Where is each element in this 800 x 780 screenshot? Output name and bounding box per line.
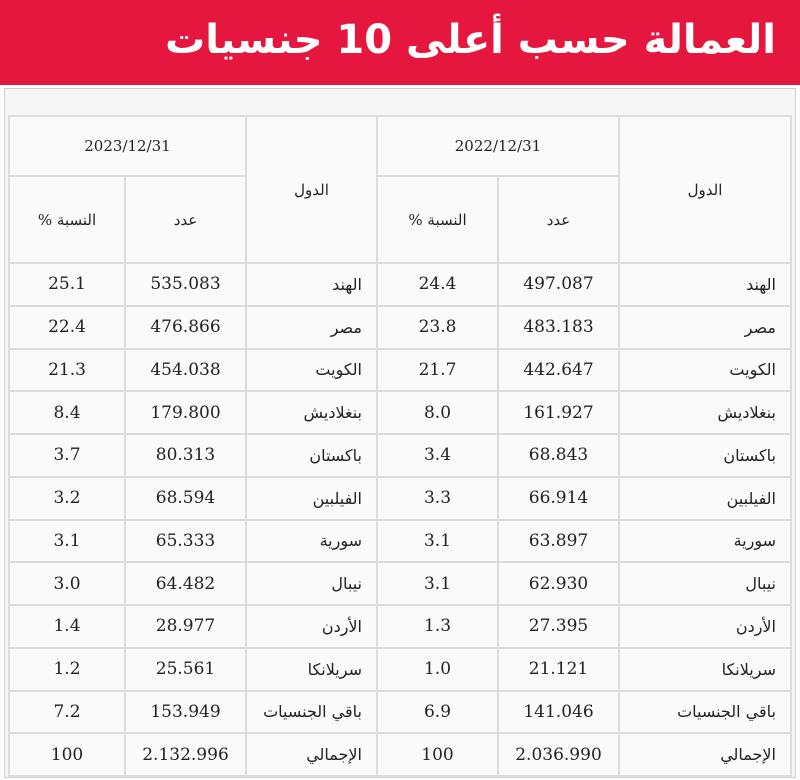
data-row: الهند 497.087 24.4 الهند 535.083 25.1 (8, 262, 792, 307)
data-row: الأردن 27.395 1.3 الأردن 28.977 1.4 (8, 604, 792, 649)
count-cell: 153.949 (124, 689, 247, 735)
count-cell: 476.866 (124, 304, 247, 350)
percent-cell: 3.3 (376, 475, 499, 521)
data-row: نيبال 62.930 3.1 نيبال 64.482 3.0 (8, 561, 792, 606)
data-row: مصر 483.183 23.8 مصر 476.866 22.4 (8, 304, 792, 350)
country-cell: سورية (618, 518, 792, 564)
percent-cell: 3.1 (8, 518, 126, 564)
count-cell: 454.038 (124, 347, 247, 393)
count-cell: 442.647 (497, 347, 620, 393)
percent-cell: 1.4 (8, 604, 126, 649)
count-cell: 27.395 (497, 604, 620, 649)
country-header: الدول (245, 115, 378, 264)
percent-cell: 7.2 (8, 689, 126, 735)
count-cell: 62.930 (497, 561, 620, 606)
percent-cell: 1.3 (376, 604, 499, 649)
country-cell: بنغلاديش (618, 390, 792, 435)
count-cell: 63.897 (497, 518, 620, 564)
percent-cell: 3.4 (376, 433, 499, 478)
count-cell: 68.843 (497, 433, 620, 478)
percent-cell: 100 (376, 732, 499, 777)
country-cell: الكويت (618, 347, 792, 393)
count-cell: 161.927 (497, 390, 620, 435)
country-cell: سريلانكا (618, 646, 792, 692)
count-header: عدد (497, 175, 620, 264)
count-cell: 65.333 (124, 518, 247, 564)
count-cell: 28.977 (124, 604, 247, 649)
percent-cell: 21.3 (8, 347, 126, 393)
count-cell: 497.087 (497, 262, 620, 307)
data-row: باكستان 68.843 3.4 باكستان 80.313 3.7 (8, 433, 792, 478)
data-row: سورية 63.897 3.1 سورية 65.333 3.1 (8, 518, 792, 564)
percent-cell: 24.4 (376, 262, 499, 307)
percent-cell: 8.0 (376, 390, 499, 435)
count-cell: 2.132.996 (124, 732, 247, 777)
percent-cell: 3.0 (8, 561, 126, 606)
percent-cell: 3.1 (376, 518, 499, 564)
percent-cell: 3.7 (8, 433, 126, 478)
data-row: الكويت 442.647 21.7 الكويت 454.038 21.3 (8, 347, 792, 393)
percent-cell: 22.4 (8, 304, 126, 350)
title: العمالة حسب أعلى 10 جنسيات (165, 17, 776, 63)
country-cell: الفيلبين (245, 475, 378, 521)
count-cell: 535.083 (124, 262, 247, 307)
percent-cell: 23.8 (376, 304, 499, 350)
data-row: بنغلاديش 161.927 8.0 بنغلاديش 179.800 8.4 (8, 390, 792, 435)
header-row: عدد النسبة % عدد النسبة % (8, 175, 791, 264)
percent-cell: 3.2 (8, 475, 126, 521)
percent-header: النسبة % (376, 175, 499, 264)
country-cell: الكويت (245, 347, 378, 393)
table: الدول 2022/12/31 الدول 2023/12/31 عدد النسبة … (8, 115, 792, 777)
country-cell: بنغلاديش (245, 390, 378, 435)
percent-cell: 100 (8, 732, 126, 777)
count-cell: 141.046 (497, 689, 620, 735)
country-cell: سريلانكا (245, 646, 378, 692)
country-cell: الأردن (245, 604, 378, 649)
count-cell: 80.313 (124, 433, 247, 478)
country-cell: مصر (245, 304, 378, 350)
count-cell: 25.561 (124, 646, 247, 692)
percent-cell: 21.7 (376, 347, 499, 393)
country-cell: نيبال (618, 561, 792, 606)
country-cell: مصر (618, 304, 792, 350)
data-row: الإجمالي 2.036.990 100 الإجمالي 2.132.996 100 (8, 732, 792, 777)
country-cell: الهند (245, 262, 378, 307)
header-row: الدول 2022/12/31 الدول 2023/12/31 (8, 115, 792, 264)
count-cell: 483.183 (497, 304, 620, 350)
title-bar: العمالة حسب أعلى 10 جنسيات (0, 0, 800, 85)
date-header: 2023/12/31 (8, 115, 247, 177)
country-cell: سورية (245, 518, 378, 564)
percent-cell: 3.1 (376, 561, 499, 606)
percent-cell: 6.9 (376, 689, 499, 735)
country-header: الدول (618, 115, 792, 264)
count-cell: 179.800 (124, 390, 247, 435)
count-cell: 21.121 (497, 646, 620, 692)
percent-cell: 1.0 (376, 646, 499, 692)
country-cell: باقي الجنسيات (245, 689, 378, 735)
country-cell: الفيلبين (618, 475, 792, 521)
count-cell: 66.914 (497, 475, 620, 521)
country-cell: نيبال (245, 561, 378, 606)
country-cell: باكستان (245, 433, 378, 478)
count-cell: 68.594 (124, 475, 247, 521)
country-cell: باقي الجنسيات (618, 689, 792, 735)
data-row: باقي الجنسيات 141.046 6.9 باقي الجنسيات 153.… (8, 689, 792, 735)
country-cell: الهند (618, 262, 792, 307)
percent-cell: 25.1 (8, 262, 126, 307)
data-row: سريلانكا 21.121 1.0 سريلانكا 25.561 1.2 (8, 646, 792, 692)
percent-cell: 1.2 (8, 646, 126, 692)
country-cell: الإجمالي (618, 732, 792, 777)
country-cell: الإجمالي (245, 732, 378, 777)
table-body: الدول 2022/12/31 الدول 2023/12/31 عدد النسبة … (8, 115, 792, 777)
country-cell: الأردن (618, 604, 792, 649)
percent-header: النسبة % (8, 175, 126, 264)
count-cell: 2.036.990 (497, 732, 620, 777)
data-row: الفيلبين 66.914 3.3 الفيلبين 68.594 3.2 (8, 475, 792, 521)
date-header: 2022/12/31 (376, 115, 620, 177)
count-cell: 64.482 (124, 561, 247, 606)
country-cell: باكستان (618, 433, 792, 478)
count-header: عدد (124, 175, 247, 264)
percent-cell: 8.4 (8, 390, 126, 435)
